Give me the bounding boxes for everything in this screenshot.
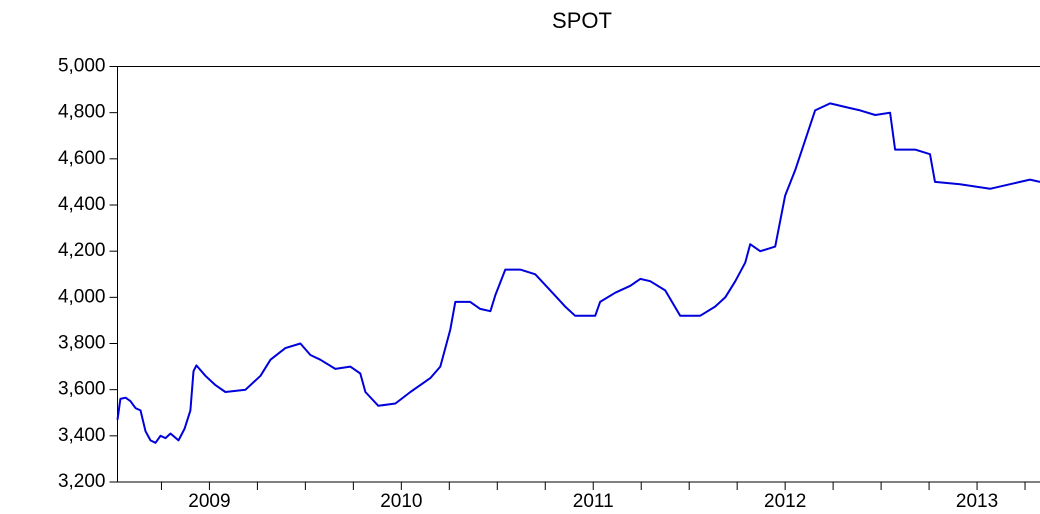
y-tick-label: 4,000 (58, 286, 106, 307)
x-tick-label: 2011 (573, 491, 614, 512)
y-tick-label: 3,400 (58, 425, 106, 446)
y-tick-label: 4,400 (58, 194, 106, 215)
y-tick-label: 5,000 (58, 56, 106, 77)
chart-title: SPOT (552, 8, 612, 33)
series-line (116, 102, 1040, 444)
y-tick-label: 3,600 (58, 379, 106, 400)
y-tick-label: 3,800 (58, 333, 106, 354)
y-tick-label: 4,600 (58, 148, 106, 169)
y-tick-label: 3,200 (58, 471, 106, 492)
x-tick-label: 2009 (188, 491, 230, 512)
plot-frame (117, 66, 1040, 483)
x-tick-label: 2012 (764, 491, 806, 512)
x-tick-label: 2010 (380, 491, 422, 512)
y-tick-label: 4,800 (58, 102, 106, 123)
x-tick-label: 2013 (956, 491, 998, 512)
y-tick-label: 4,200 (58, 240, 106, 261)
